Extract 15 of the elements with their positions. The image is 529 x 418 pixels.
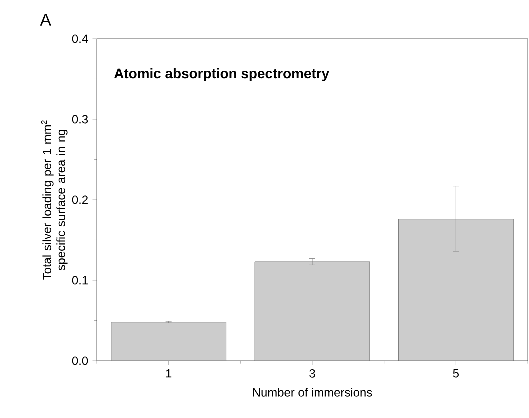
text: Atomic absorption spectrometry (114, 68, 330, 82)
bar (398, 219, 514, 361)
text: Total silver loading per 1 mm$^{2}$ specific surface area in ng (41, 120, 68, 280)
x-tick-label: 3 (310, 369, 316, 378)
y-tick-label: 0.0 (72, 356, 88, 366)
bar (111, 322, 226, 361)
y-tick-label: 0.3 (72, 115, 88, 124)
x-tick-label: 1 (166, 369, 172, 378)
y-tick-label: 0.1 (72, 276, 88, 285)
y-tick-label: 0.2 (72, 196, 88, 204)
x-axis-title: Number of immersions (253, 388, 372, 397)
x-tick-label: 5 (453, 369, 459, 378)
bar (255, 262, 370, 361)
y-tick-label: 0.4 (72, 34, 88, 44)
text: A (40, 14, 52, 26)
